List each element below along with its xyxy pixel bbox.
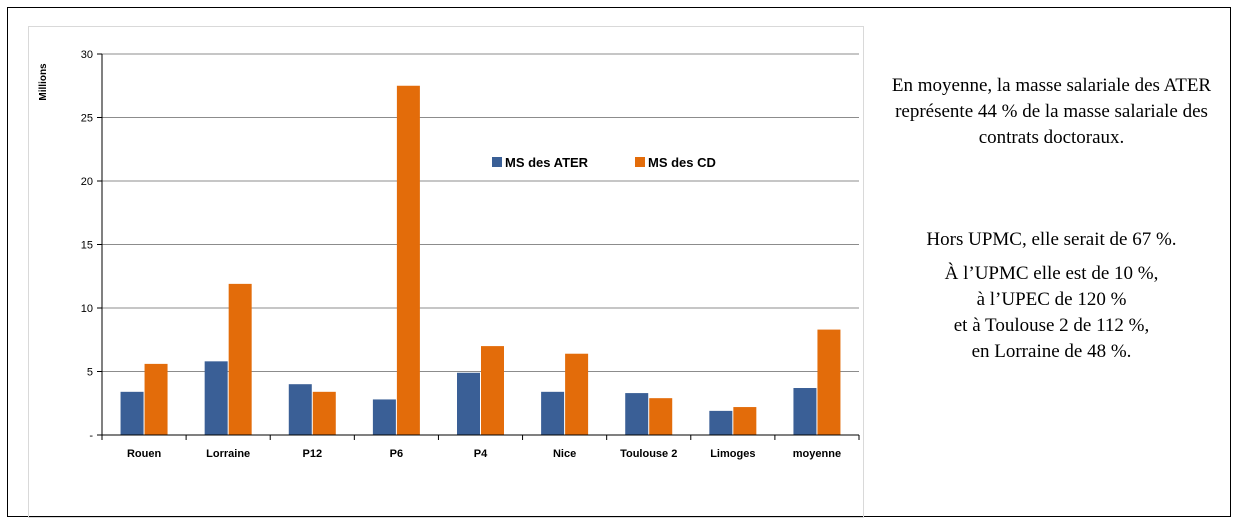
y-tick-label: 25 [81, 113, 93, 125]
bar-chart: - 5 10 15 20 25 30 Rouen Lorraine P12 P6 P4 Nice Toul… [38, 49, 860, 460]
figure-frame: - 5 10 15 20 25 30 Rouen Lorraine P12 P6 P4 Nice Toul… [7, 7, 1234, 518]
commentary-line: À l’UPMC elle est de 10 %, [944, 263, 1159, 284]
bar [625, 393, 649, 435]
bar [144, 363, 168, 435]
bar [709, 410, 733, 435]
bar [312, 391, 336, 435]
bar [457, 372, 480, 435]
commentary-paragraph-details: À l’UPMC elle est de 10 %, à l’UPEC de 1… [864, 261, 1234, 365]
bar [817, 329, 841, 435]
bar [372, 399, 396, 435]
bar [481, 346, 504, 435]
bar [649, 398, 673, 435]
x-tick-label: P12 [302, 448, 322, 460]
y-tick-label: 15 [81, 240, 93, 252]
x-tick-label: Limoges [710, 448, 755, 460]
legend-label: MS des CD [648, 155, 716, 170]
x-tick-label: Rouen [127, 448, 162, 460]
bar [228, 283, 252, 435]
x-tick-label: P4 [474, 448, 488, 460]
bar [288, 384, 312, 435]
x-tick-label: P6 [390, 448, 403, 460]
y-tick-label: - [89, 430, 93, 442]
bar [733, 407, 757, 435]
commentary-line: et à Toulouse 2 de 112 %, [953, 315, 1150, 336]
commentary-line: en Lorraine de 48 %. [971, 341, 1132, 362]
side-commentary: En moyenne, la masse salariale des ATER … [864, 8, 1234, 518]
x-tick-label: Nice [553, 448, 576, 460]
commentary-paragraph-average: En moyenne, la masse salariale des ATER … [891, 75, 1212, 148]
commentary-paragraph-excluding-upmc: Hors UPMC, elle serait de 67 %. [926, 229, 1177, 250]
y-tick-label: 30 [81, 49, 93, 61]
chart-area: - 5 10 15 20 25 30 Rouen Lorraine P12 P6 P4 Nice Toul… [28, 26, 864, 518]
legend-label: MS des ATER [505, 155, 589, 170]
x-tick-label: moyenne [793, 448, 841, 460]
y-tick-label: 10 [81, 303, 93, 315]
legend-swatch [635, 157, 645, 167]
bar [120, 391, 144, 435]
bar [565, 353, 589, 435]
bar [541, 391, 565, 435]
bar [793, 388, 817, 435]
x-tick-label: Lorraine [206, 448, 250, 460]
x-tick-label: Toulouse 2 [620, 448, 677, 460]
y-axis-label: Millions [38, 63, 49, 101]
y-tick-label: 20 [81, 176, 93, 188]
bar [204, 361, 228, 435]
y-tick-label: 5 [87, 367, 93, 379]
axes: - 5 10 15 20 25 30 Rouen Lorraine P12 P6 P4 Nice Toul… [81, 49, 860, 460]
legend-swatch [492, 157, 502, 167]
bar [396, 85, 420, 435]
commentary-line: à l’UPEC de 120 % [976, 289, 1127, 310]
bars [120, 85, 841, 435]
grid-lines [102, 53, 859, 372]
legend: MS des ATER MS des CD [492, 155, 716, 170]
